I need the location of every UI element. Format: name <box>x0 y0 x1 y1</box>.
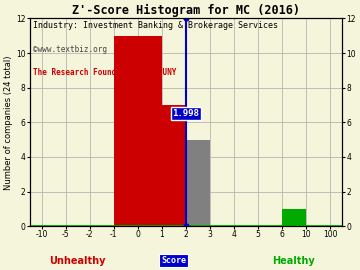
Bar <box>114 36 162 226</box>
Y-axis label: Number of companies (24 total): Number of companies (24 total) <box>4 55 13 190</box>
Text: Unhealthy: Unhealthy <box>50 256 106 266</box>
Bar <box>282 209 306 226</box>
Text: Industry: Investment Banking & Brokerage Services: Industry: Investment Banking & Brokerage… <box>33 21 278 29</box>
Text: Score: Score <box>161 256 186 265</box>
Bar <box>186 140 210 226</box>
Title: Z'-Score Histogram for MC (2016): Z'-Score Histogram for MC (2016) <box>72 4 300 17</box>
Bar <box>162 105 186 226</box>
Text: ©www.textbiz.org: ©www.textbiz.org <box>33 45 107 55</box>
Text: Healthy: Healthy <box>273 256 315 266</box>
Text: The Research Foundation of SUNY: The Research Foundation of SUNY <box>33 68 176 77</box>
Text: 1.998: 1.998 <box>172 109 199 118</box>
